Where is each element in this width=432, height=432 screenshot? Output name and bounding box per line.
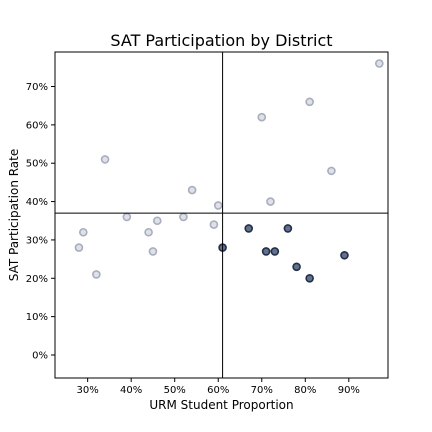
plot-area: 30% 40% 50% 60% 70% 80% 90% 0% 10% 20% 30% 40% 50% 60… (26, 51, 389, 396)
data-point (257, 112, 267, 122)
data-point (122, 212, 132, 222)
y-tick-label: 20% (26, 274, 48, 285)
data-point (78, 227, 88, 237)
x-tick-label: 40% (120, 385, 142, 396)
y-tick-label: 70% (26, 82, 48, 93)
data-point (327, 166, 336, 176)
x-tick-label: 30% (77, 385, 99, 396)
x-tick-label: 60% (207, 385, 229, 396)
y-tick-label: 60% (26, 120, 48, 131)
highlight-point (340, 250, 349, 260)
data-point (305, 97, 314, 107)
x-tick-label: 90% (338, 385, 360, 396)
highlight-point (261, 247, 271, 256)
y-tick-label: 0% (32, 350, 48, 361)
data-point (152, 216, 162, 226)
highlight-point (305, 273, 314, 283)
data-point (213, 201, 223, 210)
highlight-point (292, 262, 301, 272)
data-point (74, 243, 84, 252)
data-point (374, 59, 384, 68)
data-point (144, 227, 153, 237)
data-point (179, 212, 188, 222)
highlight-point (270, 247, 280, 256)
y-axis-label: SAT Participation Rate (7, 149, 21, 282)
y-tick-label: 50% (26, 159, 48, 170)
highlight-point (283, 224, 293, 233)
chart-title: SAT Participation by District (110, 31, 332, 50)
data-point (209, 220, 219, 229)
x-axis-label: URM Student Proportion (149, 398, 293, 412)
y-tick-label: 30% (26, 235, 48, 246)
data-point (100, 155, 110, 164)
x-tick-label: 70% (251, 385, 273, 396)
highlight-point (244, 224, 254, 233)
plot-frame (54, 51, 389, 379)
y-tick-label: 40% (26, 197, 48, 208)
data-point (266, 197, 275, 206)
y-tick-label: 10% (26, 312, 48, 323)
x-tick-label: 50% (164, 385, 186, 396)
data-point (92, 270, 101, 279)
data-point (148, 247, 158, 256)
data-point (187, 185, 197, 195)
x-tick-label: 80% (294, 385, 316, 396)
